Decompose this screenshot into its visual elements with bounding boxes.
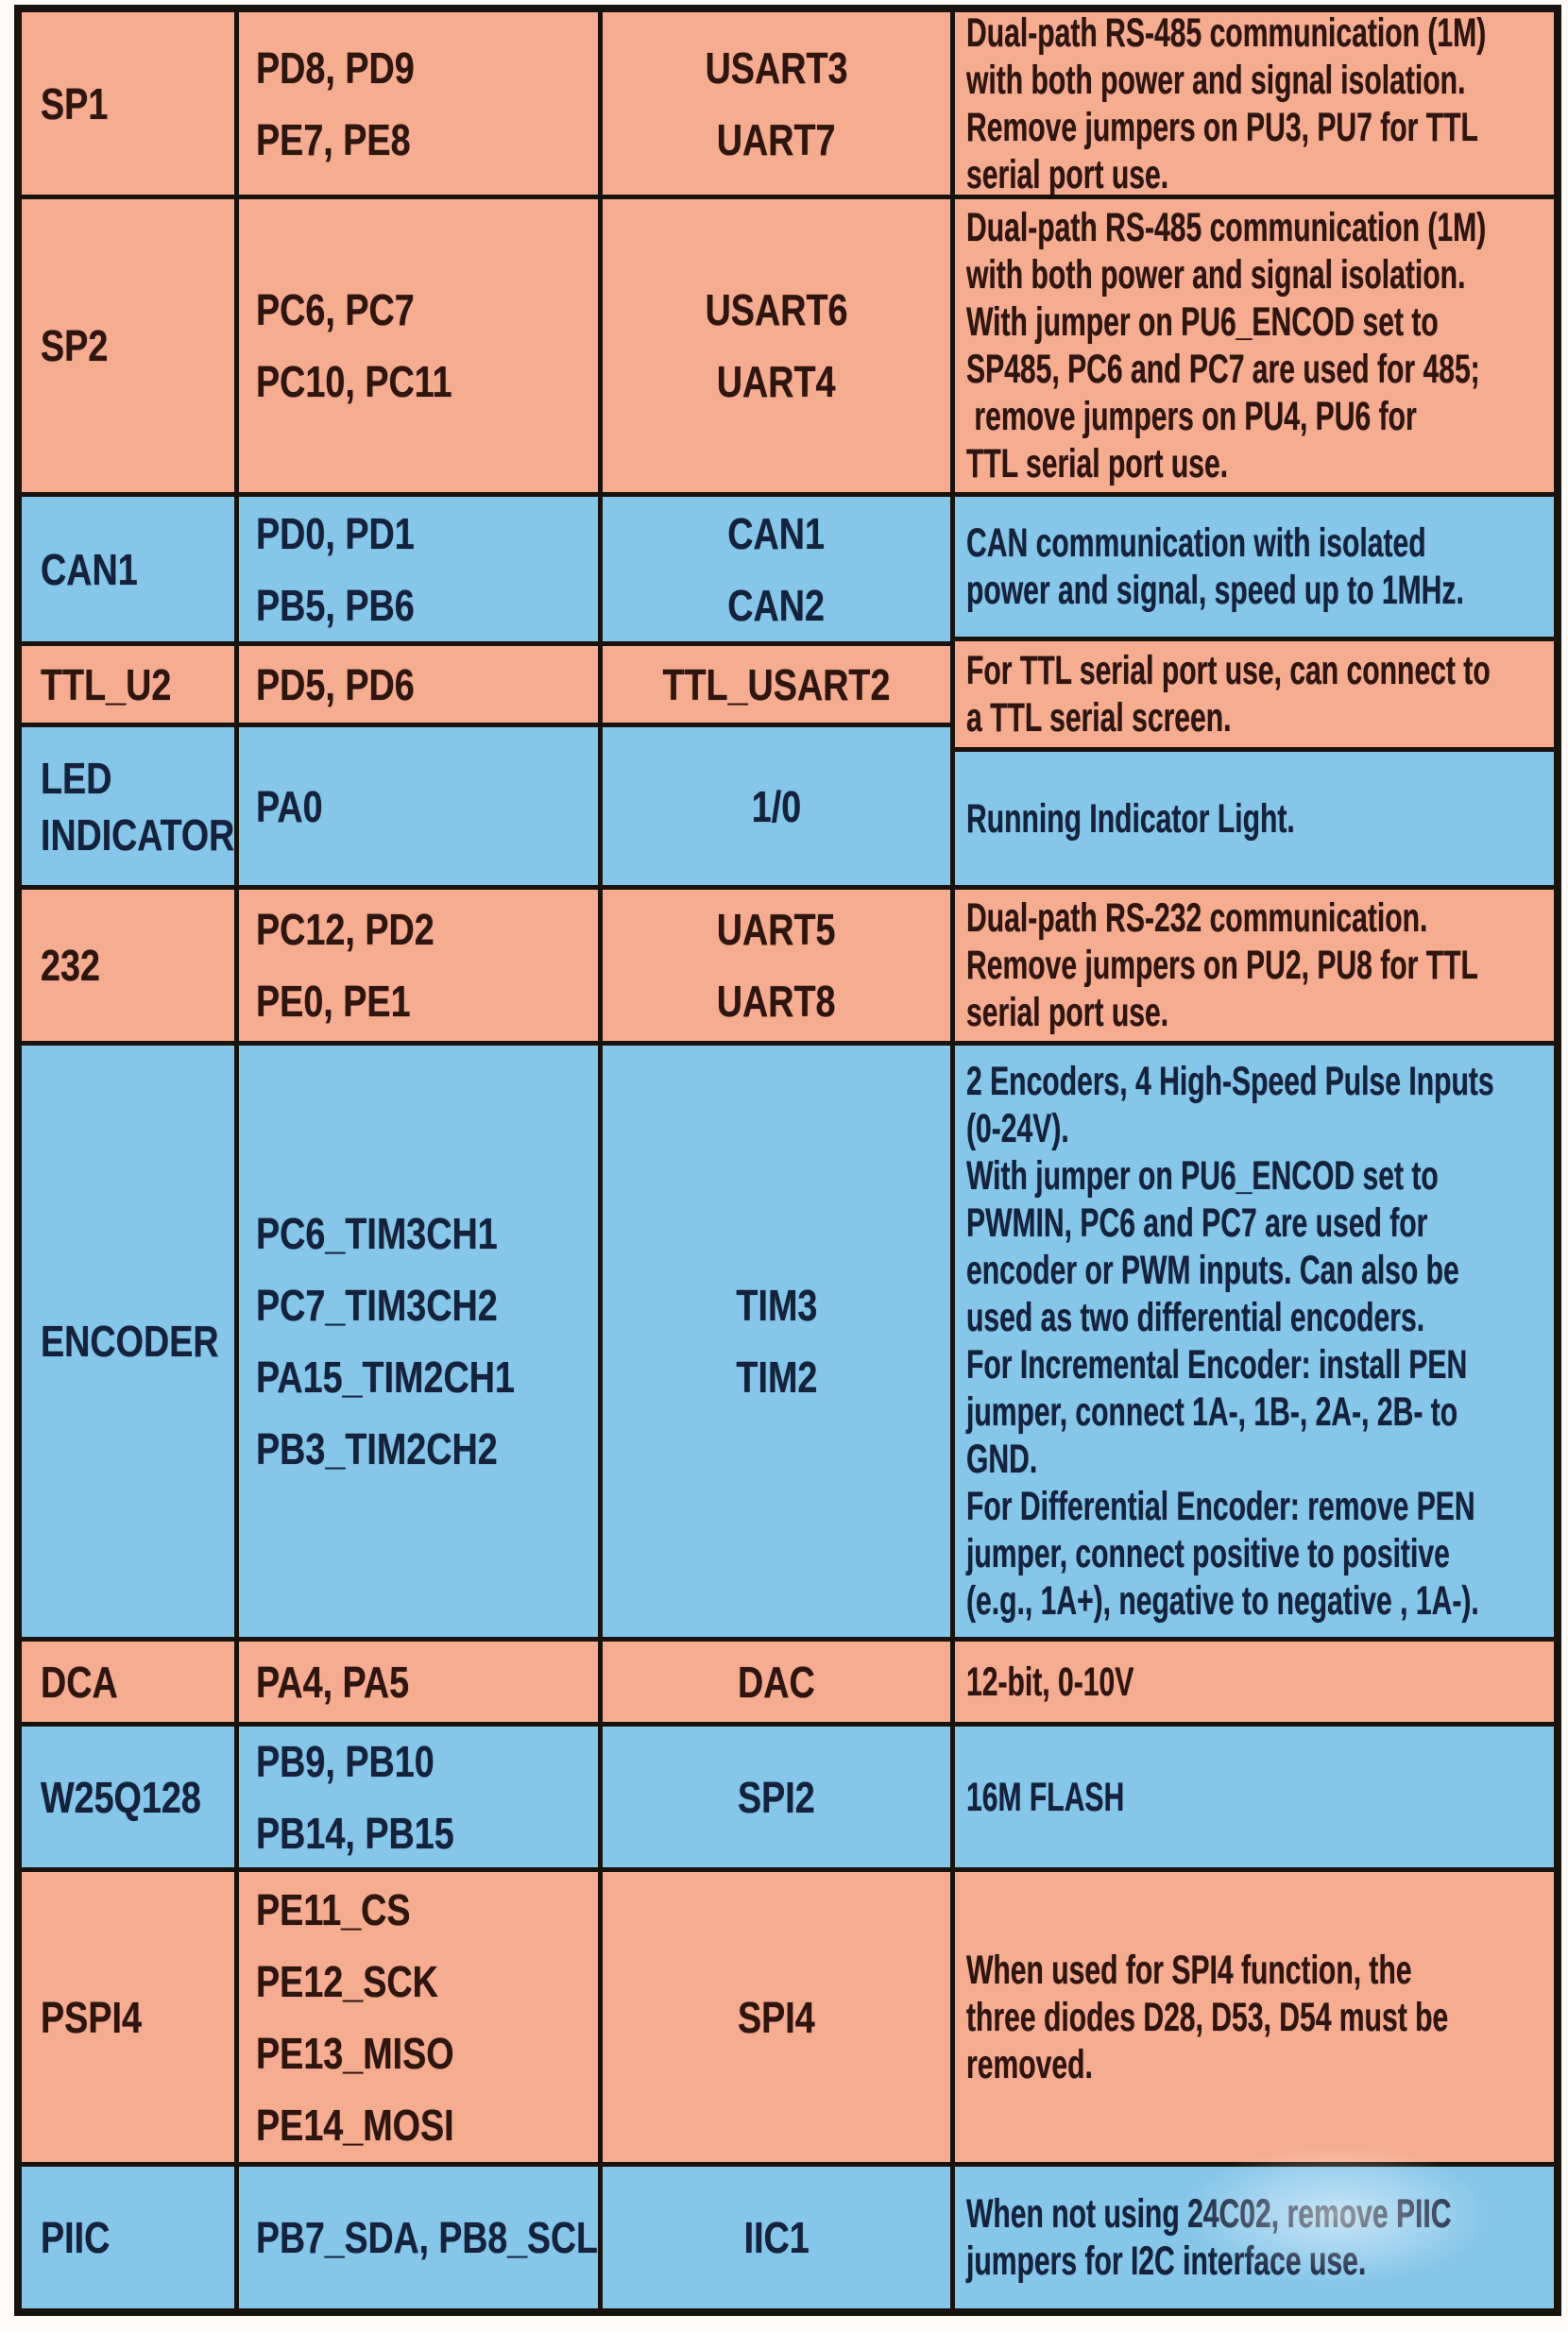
cell-description-sp1: Dual-path RS-485 communication (1M) with … <box>955 12 1554 195</box>
cell-pins-sp2: PC6, PC7 PC10, PC11 <box>239 199 598 492</box>
cell-name-232: 232 <box>22 890 234 1041</box>
cell-name-encoder: ENCODER <box>22 1046 234 1637</box>
cell-name-can1: CAN1 <box>22 497 234 641</box>
cell-description-piic: When not using 24C02, remove PIIC jumpers… <box>955 2167 1554 2308</box>
cell-pins-232: PC12, PD2 PE0, PE1 <box>239 890 598 1041</box>
cell-peripheral-ttl-u2: TTL_USART2 <box>603 646 950 723</box>
cell-name-sp1: SP1 <box>22 12 234 195</box>
cell-peripheral-piic: IIC1 <box>603 2167 950 2308</box>
cell-pins-pspi4: PE11_CS PE12_SCK PE13_MISO PE14_MOSI <box>239 1872 598 2162</box>
cell-peripheral-w25q128: SPI2 <box>603 1727 950 1867</box>
cell-description-232: Dual-path RS-232 communication. Remove ju… <box>955 890 1554 1041</box>
cell-pins-led-indicator: PA0 <box>239 727 598 885</box>
cell-description-dca: 12-bit, 0-10V <box>955 1642 1554 1722</box>
cell-peripheral-232: UART5 UART8 <box>603 890 950 1041</box>
cell-pins-ttl-u2: PD5, PD6 <box>239 646 598 723</box>
cell-description-ttl-u2: For TTL serial port use, can connect to a… <box>955 641 1554 747</box>
cell-pins-w25q128: PB9, PB10 PB14, PB15 <box>239 1727 598 1867</box>
cell-pins-encoder: PC6_TIM3CH1 PC7_TIM3CH2 PA15_TIM2CH1 PB3_TI… <box>239 1046 598 1637</box>
cell-name-dca: DCA <box>22 1642 234 1722</box>
cell-name-led-indicator: LED INDICATOR <box>22 727 234 885</box>
cell-pins-can1: PD0, PD1 PB5, PB6 <box>239 497 598 641</box>
cell-peripheral-sp2: USART6 UART4 <box>603 199 950 492</box>
cell-description-sp2: Dual-path RS-485 communication (1M) with … <box>955 199 1554 492</box>
cell-name-sp2: SP2 <box>22 199 234 492</box>
cell-description-pspi4: When used for SPI4 function, the three di… <box>955 1872 1554 2162</box>
cell-peripheral-can1: CAN1 CAN2 <box>603 497 950 641</box>
cell-description-led-indicator: Running Indicator Light. <box>955 752 1554 885</box>
cell-peripheral-dca: DAC <box>603 1642 950 1722</box>
cell-pins-piic: PB7_SDA, PB8_SCL <box>239 2167 598 2308</box>
cell-peripheral-encoder: TIM3 TIM2 <box>603 1046 950 1637</box>
pinout-table: SP1 PD8, PD9 PE7, PE8 USART3 UART7 SP2 PC6… <box>14 5 1561 2316</box>
cell-description-encoder: 2 Encoders, 4 High-Speed Pulse Inputs (0-… <box>955 1046 1554 1637</box>
cell-description-can1: CAN communication with isolated power and… <box>955 497 1554 637</box>
cell-peripheral-pspi4: SPI4 <box>603 1872 950 2162</box>
cell-pins-dca: PA4, PA5 <box>239 1642 598 1722</box>
pinout-table-left-columns: SP1 PD8, PD9 PE7, PE8 USART3 UART7 SP2 PC6… <box>22 12 950 2308</box>
cell-name-piic: PIIC <box>22 2167 234 2308</box>
cell-pins-sp1: PD8, PD9 PE7, PE8 <box>239 12 598 195</box>
cell-description-w25q128: 16M FLASH <box>955 1727 1554 1867</box>
cell-peripheral-led-indicator: 1/0 <box>603 727 950 885</box>
pinout-table-description-column: Dual-path RS-485 communication (1M) with … <box>955 12 1554 2308</box>
cell-peripheral-sp1: USART3 UART7 <box>603 12 950 195</box>
cell-name-w25q128: W25Q128 <box>22 1727 234 1867</box>
cell-name-ttl-u2: TTL_U2 <box>22 646 234 723</box>
cell-name-pspi4: PSPI4 <box>22 1872 234 2162</box>
